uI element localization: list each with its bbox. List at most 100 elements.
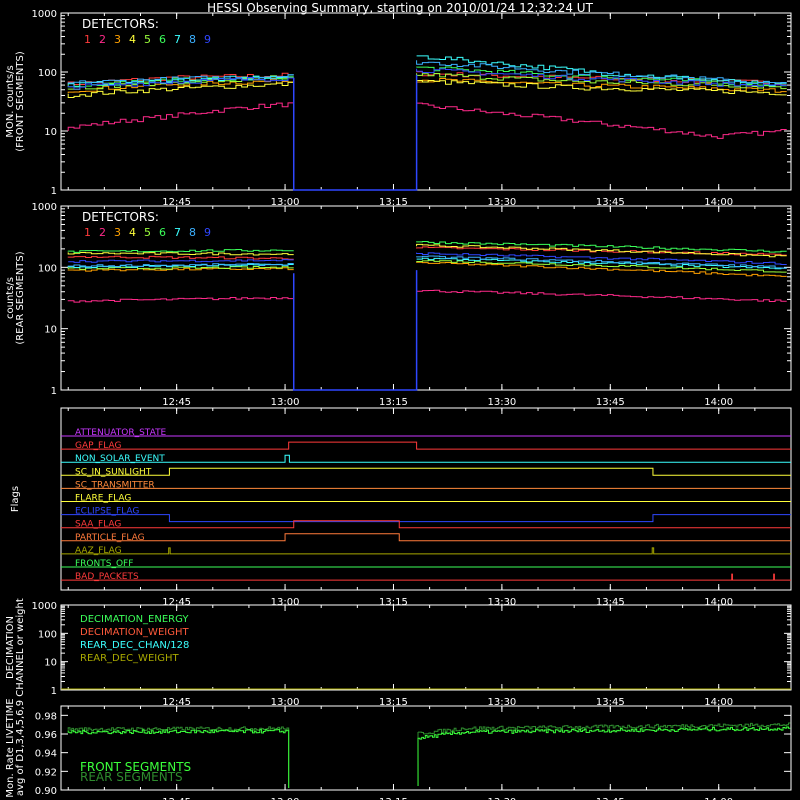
flag-line-sc_in_sunlight: [61, 467, 791, 476]
x-tick-label: 13:15: [379, 597, 408, 608]
x-tick-label: 13:45: [596, 797, 625, 800]
y-tick-label: 1: [51, 186, 57, 197]
x-tick-label: 13:30: [487, 697, 516, 708]
legend-entry-6: 6: [159, 226, 166, 239]
series-3-line-before: [67, 267, 294, 272]
y-axis-label: counts/s: [5, 277, 16, 319]
y-tick-label: 1000: [32, 9, 57, 20]
legend-entry-4: 4: [129, 33, 136, 46]
x-tick-label: 14:00: [704, 597, 733, 608]
flag-line-non_solar_event: [61, 454, 791, 463]
series-2-line-before: [67, 102, 294, 131]
livetime-rear-segments-before: [67, 726, 290, 788]
series-6-line-after: [416, 241, 787, 253]
y-axis-label: Mon. Rate LIVETIME: [5, 698, 16, 797]
series-9-line-before: [67, 77, 294, 90]
flag-line-eclipse_flag: [61, 514, 791, 523]
series-3-line-after: [416, 261, 787, 277]
flag-label-particle_flag: PARTICLE_FLAG: [75, 533, 145, 543]
series-7-line-after: [416, 257, 787, 270]
panel-3: 12:45 13:00 13:15 13:30 13:45 14:00 Flags ATTEN…: [10, 407, 792, 608]
y-axis-label: Flags: [10, 486, 21, 512]
livetime-rear-segments-after: [417, 722, 791, 787]
x-tick-label: 12:45: [162, 397, 191, 408]
flag-line-bad_packets: [61, 573, 791, 581]
legend-entry-front-segments: FRONT SEGMENTS: [80, 760, 191, 774]
series-9-line-after: [416, 252, 787, 265]
y-axis-label: (FRONT SEGMENTS): [15, 51, 26, 152]
y-tick-label: 1000: [32, 601, 57, 612]
figure-title: HESSI Observing Summary, starting on 201…: [207, 1, 593, 15]
panel-frame: [60, 205, 792, 391]
legend-entry-decimation_weight: DECIMATION_WEIGHT: [80, 627, 189, 638]
flag-label-fronts_off: FRONTS_OFF: [75, 559, 133, 569]
legend-entry-rear_dec_chan/128: REAR_DEC_CHAN/128: [80, 640, 189, 651]
y-tick-label: 10: [44, 325, 57, 336]
data-gap-line: [292, 74, 418, 191]
panel-frame: [60, 12, 792, 191]
legend-entry-5: 5: [144, 33, 151, 46]
legend-entry-4: 4: [129, 226, 136, 239]
series-8-line-after: [416, 255, 787, 269]
series-8-line-after: [416, 60, 787, 85]
series-1-line-before: [67, 255, 294, 260]
series-4-line-before: [67, 252, 294, 256]
legend-entry-6: 6: [159, 33, 166, 46]
legend-entry-5: 5: [144, 226, 151, 239]
x-tick-label: 13:30: [487, 597, 516, 608]
panel-5: 12:45 13:00 13:15 13:30 13:45 14:00 Mon. Rate …: [5, 698, 792, 800]
flag-label-saa_flag: SAA_FLAG: [75, 520, 121, 530]
x-tick-label: 14:00: [704, 397, 733, 408]
series-5-line-after: [416, 259, 787, 273]
panel-4: 12:45 13:00 13:15 13:30 13:45 14:00 DECIMATION…: [5, 598, 792, 708]
series-3-line-before: [67, 78, 294, 93]
legend-entry-1: 1: [84, 226, 91, 239]
legend-entry-2: 2: [99, 33, 106, 46]
y-tick-label: 10: [44, 658, 57, 669]
panel-1: 12:45 13:00 13:15 13:30 13:45 14:00 MON. count…: [5, 9, 792, 208]
x-tick-label: 13:00: [271, 597, 300, 608]
series-4-line-after: [416, 243, 787, 258]
x-tick-label: 12:45: [162, 597, 191, 608]
y-tick-label: 100: [38, 629, 57, 640]
flag-line-aaz_flag: [61, 547, 791, 555]
panel-2: 12:45 13:00 13:15 13:30 13:45 14:00 counts/s (R…: [5, 202, 792, 408]
x-tick-label: 12:45: [162, 697, 191, 708]
legend-entry-rear_dec_weight: REAR_DEC_WEIGHT: [80, 653, 179, 664]
y-tick-label: 0.90: [35, 786, 57, 797]
flag-label-sc_in_sunlight: SC_IN_SUNLIGHT: [75, 467, 152, 477]
flag-line-particle_flag: [61, 533, 791, 542]
flag-line-saa_flag: [61, 520, 791, 529]
legend-entry-decimation_energy: DECIMATION_ENERGY: [80, 614, 189, 625]
series-3-line-after: [416, 78, 787, 93]
x-tick-label: 14:00: [704, 797, 733, 800]
series-4-line-after: [416, 80, 787, 96]
legend-entry-8: 8: [189, 226, 196, 239]
legend-entry-3: 3: [114, 226, 121, 239]
x-tick-label: 12:45: [162, 197, 191, 208]
x-tick-label: 14:00: [704, 697, 733, 708]
panel-frame: [60, 705, 792, 791]
series-2-line-after: [416, 289, 787, 302]
flag-label-aaz_flag: AAZ_FLAG: [75, 546, 122, 556]
y-tick-label: 0.98: [35, 711, 57, 722]
series-8-line-before: [67, 263, 294, 268]
legend-entry-rear-segments: REAR SEGMENTS: [80, 770, 183, 784]
flag-label-attenuator_state: ATTENUATOR_STATE: [75, 428, 167, 438]
legend-entry-3: 3: [114, 33, 121, 46]
y-tick-label: 1: [51, 386, 57, 397]
panel-frame: [60, 407, 792, 591]
legend-entry-7: 7: [174, 226, 181, 239]
legend-entry-1: 1: [84, 33, 91, 46]
x-tick-label: 13:00: [271, 797, 300, 800]
legend-entry-8: 8: [189, 33, 196, 46]
x-tick-label: 12:45: [162, 797, 191, 800]
x-tick-label: 14:00: [704, 197, 733, 208]
livetime-front-segments-after: [417, 726, 791, 787]
y-axis-label: avg of D1,3,4,5,6,9: [15, 700, 26, 796]
flag-label-sc_transmitter: SC_TRANSMITTER: [75, 480, 155, 490]
legend-entry-2: 2: [99, 226, 106, 239]
x-tick-label: 13:45: [596, 597, 625, 608]
x-tick-label: 13:00: [271, 697, 300, 708]
